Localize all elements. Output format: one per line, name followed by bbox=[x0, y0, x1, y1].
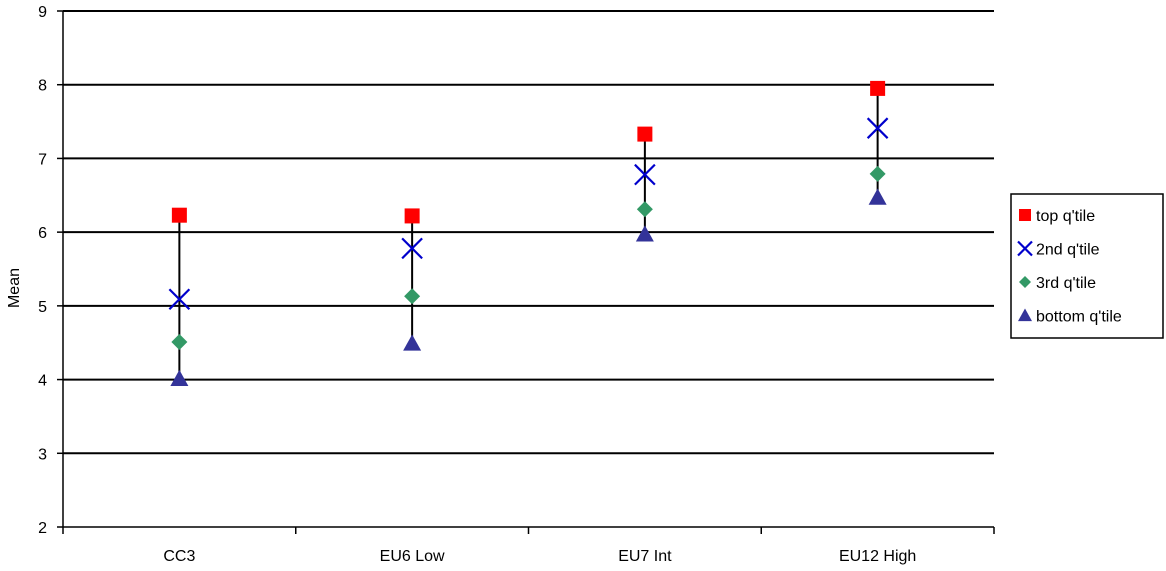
data-point bbox=[168, 288, 191, 311]
axes bbox=[57, 10, 995, 534]
y-tick-label: 8 bbox=[38, 78, 47, 95]
grid-lines bbox=[63, 10, 994, 455]
data-point bbox=[404, 288, 421, 305]
legend-marker bbox=[1019, 276, 1031, 288]
data-point bbox=[636, 201, 653, 218]
legend-label: 2nd q'tile bbox=[1036, 242, 1100, 259]
data-point bbox=[171, 333, 188, 350]
data-point bbox=[869, 165, 886, 182]
y-tick-label: 5 bbox=[38, 299, 47, 316]
data-point bbox=[866, 117, 889, 139]
legend-label: 3rd q'tile bbox=[1036, 275, 1096, 292]
legend-box bbox=[1010, 193, 1164, 339]
legend-marker bbox=[1019, 209, 1031, 221]
data-point bbox=[635, 225, 654, 242]
x-tick-label: EU12 High bbox=[839, 548, 916, 565]
x-tick-label: EU6 Low bbox=[380, 548, 445, 565]
y-tick-label: 3 bbox=[38, 446, 47, 463]
y-tick-label: 2 bbox=[38, 520, 47, 537]
range-lines bbox=[178, 88, 879, 379]
y-tick-label: 7 bbox=[38, 151, 47, 168]
y-tick-label: 4 bbox=[38, 373, 47, 390]
data-point bbox=[171, 207, 187, 223]
legend-label: top q'tile bbox=[1036, 208, 1095, 225]
x-tick-labels: CC3 EU6 Low EU7 Int EU12 High bbox=[163, 548, 916, 565]
data-point bbox=[870, 80, 886, 96]
data-point bbox=[868, 188, 887, 205]
y-tick-label: 6 bbox=[38, 225, 47, 242]
data-point bbox=[401, 237, 423, 260]
legend: top q'tile 2nd q'tile 3rd q'tile bottom q't… bbox=[1010, 193, 1164, 339]
y-axis-title: Mean bbox=[6, 268, 23, 308]
legend-label: bottom q'tile bbox=[1036, 309, 1122, 326]
data-markers bbox=[168, 80, 889, 387]
y-tick-label: 9 bbox=[38, 4, 47, 21]
legend-marker bbox=[1018, 308, 1032, 322]
x-tick-label: EU7 Int bbox=[618, 548, 672, 565]
data-point bbox=[170, 369, 189, 387]
x-tick-label: CC3 bbox=[163, 548, 195, 565]
data-point bbox=[403, 334, 422, 351]
data-point bbox=[404, 208, 420, 224]
data-point bbox=[634, 163, 656, 186]
y-tick-labels: 2 3 4 5 6 7 8 9 bbox=[38, 4, 47, 537]
data-point bbox=[637, 126, 653, 142]
legend-marker bbox=[1017, 240, 1033, 257]
